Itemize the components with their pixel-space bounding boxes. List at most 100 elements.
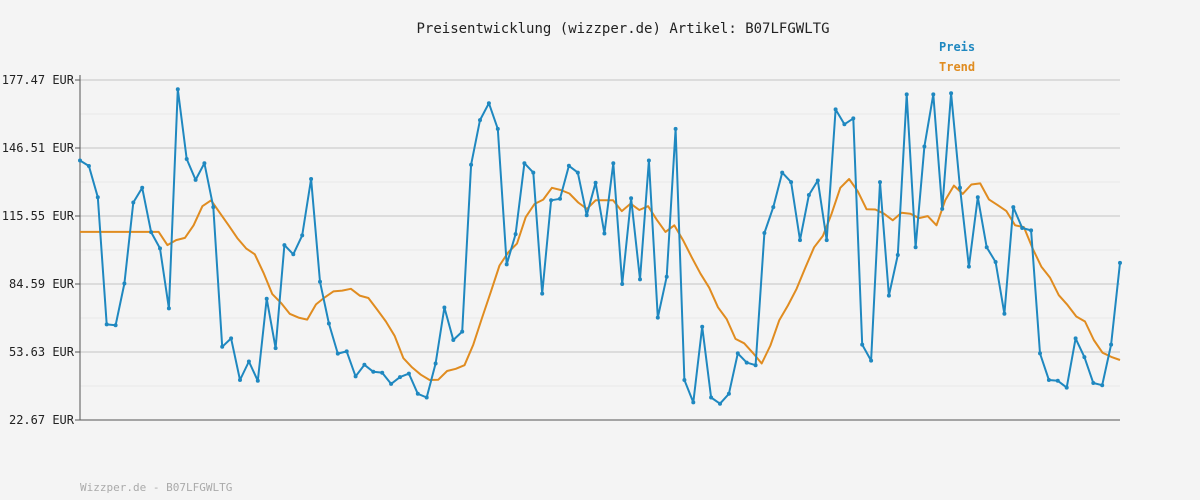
y-tick-label: 146.51 EUR: [2, 141, 75, 155]
data-point: [469, 162, 474, 167]
data-point: [646, 158, 651, 163]
data-point: [433, 361, 438, 366]
data-point: [531, 170, 536, 175]
data-point: [1002, 311, 1007, 316]
data-point: [344, 349, 349, 354]
data-point: [558, 196, 562, 201]
data-point: [1038, 351, 1042, 356]
data-point: [166, 306, 171, 311]
data-point: [593, 180, 598, 185]
data-point: [566, 163, 571, 168]
data-point: [264, 296, 269, 301]
data-point: [113, 323, 118, 328]
data-point: [220, 344, 225, 349]
data-point: [415, 391, 420, 396]
data-point: [211, 205, 216, 210]
data-point: [460, 329, 465, 334]
data-point: [353, 374, 358, 379]
data-point: [1082, 355, 1087, 360]
data-point: [886, 293, 891, 298]
data-point: [922, 144, 927, 149]
data-point: [958, 185, 962, 190]
data-point: [549, 198, 554, 203]
data-point: [629, 196, 634, 201]
data-point: [451, 338, 456, 342]
data-point: [842, 122, 847, 127]
data-point: [309, 177, 314, 181]
data-point: [993, 260, 998, 264]
data-point: [442, 305, 447, 310]
data-point: [398, 375, 402, 380]
y-tick-label: 53.63 EUR: [9, 345, 75, 359]
data-point: [735, 351, 740, 356]
data-point: [1011, 205, 1016, 210]
data-point: [486, 101, 491, 106]
data-point: [131, 200, 136, 205]
data-point: [1073, 336, 1078, 341]
footer-credit: Wizzper.de - B07LFGWLTG: [80, 481, 232, 494]
data-point: [824, 238, 829, 243]
data-point: [78, 158, 82, 163]
data-point: [522, 161, 527, 166]
data-point: [495, 126, 500, 131]
legend-preis: Preis: [939, 40, 975, 54]
data-point: [318, 279, 322, 284]
data-point: [149, 230, 154, 235]
data-point: [273, 346, 278, 351]
data-point: [709, 395, 714, 400]
series-line-preis: [79, 88, 1121, 405]
data-point: [575, 170, 580, 175]
data-point: [975, 195, 980, 200]
data-point: [193, 177, 198, 182]
data-point: [202, 161, 207, 166]
data-point: [175, 87, 180, 92]
data-point: [878, 180, 882, 185]
y-axis-ticks: 177.47 EUR 146.51 EUR 115.55 EUR 84.59 EUR 5…: [2, 73, 80, 427]
data-point: [1118, 260, 1122, 265]
data-point: [895, 253, 900, 257]
data-point: [504, 262, 509, 267]
data-point: [798, 238, 802, 243]
data-point: [655, 315, 660, 320]
data-point: [931, 92, 936, 97]
y-tick-label: 22.67 EUR: [9, 413, 75, 427]
data-point: [789, 180, 794, 185]
data-point: [513, 232, 518, 237]
data-point: [540, 291, 545, 296]
data-point: [940, 206, 945, 211]
data-point: [140, 185, 145, 190]
data-point: [718, 401, 722, 406]
data-point: [95, 195, 100, 200]
data-point: [1029, 228, 1034, 233]
data-point: [744, 360, 749, 365]
data-point: [682, 378, 687, 382]
data-point: [726, 391, 731, 396]
data-point: [389, 381, 394, 386]
chart-title: Preisentwicklung (wizzper.de) Artikel: B…: [416, 21, 829, 37]
y-tick-label: 84.59 EUR: [9, 277, 75, 291]
data-point: [762, 231, 767, 235]
data-point: [833, 107, 838, 112]
data-point: [371, 369, 376, 374]
series-line-trend: [80, 178, 1121, 381]
data-point: [104, 322, 109, 327]
data-point: [86, 164, 91, 168]
data-point: [291, 252, 296, 257]
data-point: [904, 92, 909, 97]
data-point: [691, 400, 696, 405]
data-point: [1091, 381, 1096, 385]
series-layer: [78, 87, 1122, 406]
data-point: [478, 118, 482, 123]
data-point: [806, 193, 811, 197]
data-point: [335, 351, 340, 356]
data-point: [238, 378, 242, 382]
data-point: [406, 371, 411, 376]
data-point: [584, 213, 589, 218]
data-point: [966, 264, 971, 269]
data-point: [122, 281, 127, 286]
data-point: [620, 282, 625, 286]
data-point: [300, 233, 305, 238]
data-point: [700, 324, 705, 329]
data-point: [326, 321, 331, 326]
